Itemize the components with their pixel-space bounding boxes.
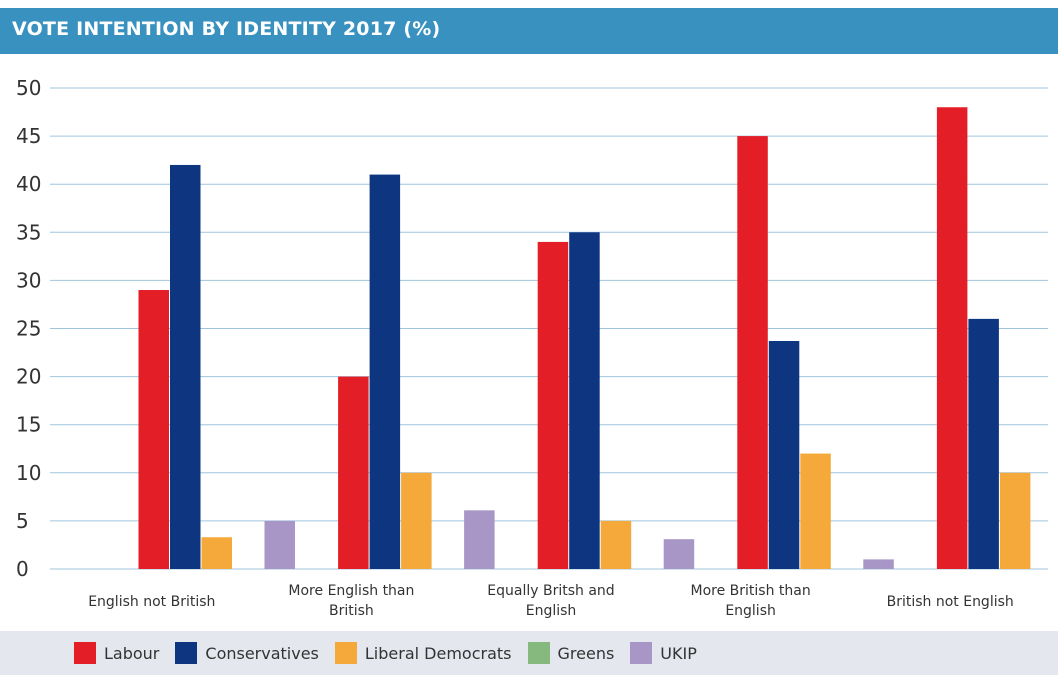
bar-labour (936, 107, 968, 570)
bar-labour (537, 241, 569, 570)
bar-ukip (464, 510, 495, 569)
bar-ukip (264, 520, 295, 569)
x-tick-label: British (329, 603, 374, 619)
x-tick-label: English not British (88, 594, 215, 610)
legend-label: Liberal Democrats (364, 643, 512, 663)
chart-legend: Labour Conservatives Liberal Democrats Gree… (74, 631, 713, 675)
x-tick-label: English (526, 603, 577, 619)
x-tick-label: More British than (690, 583, 810, 599)
bar-conservatives (369, 174, 401, 569)
bar-chart: 0 5 10 15 20 25 30 35 40 45 50 English not British M… (16, 76, 1048, 619)
bar-liberal-democrats (600, 520, 632, 569)
bar-ukip (863, 559, 894, 569)
bar-labour (737, 136, 768, 569)
y-tick-label: 50 (16, 76, 41, 100)
x-tick-label: English (725, 603, 776, 619)
bar-liberal-democrats (401, 472, 432, 569)
legend-item: UKIP (630, 642, 697, 664)
bar-conservatives (170, 164, 201, 569)
bar-conservatives (968, 318, 999, 569)
bar-liberal-democrats (201, 537, 232, 569)
y-tick-label: 5 (16, 509, 29, 533)
y-tick-label: 20 (16, 365, 41, 389)
bar-liberal-democrats (999, 472, 1031, 569)
y-tick-label: 10 (16, 461, 41, 485)
chart-header: VOTE INTENTION BY IDENTITY 2017 (%) (0, 8, 1058, 54)
y-tick-label: 35 (16, 220, 41, 244)
bar-ukip (663, 539, 695, 569)
bar-labour (338, 376, 369, 569)
legend-bar: Labour Conservatives Liberal Democrats Gree… (0, 631, 1058, 675)
legend-label: Labour (104, 643, 160, 663)
legend-label: UKIP (660, 643, 697, 663)
legend-swatch (334, 642, 357, 664)
y-tick-label: 45 (16, 124, 41, 148)
legend-swatch (74, 642, 96, 664)
bar-labour (138, 290, 169, 569)
legend-item: Liberal Democrats (334, 642, 512, 664)
legend-item: Greens (527, 642, 615, 664)
chart-title: VOTE INTENTION BY IDENTITY 2017 (%) (12, 18, 441, 40)
legend-swatch (527, 642, 550, 664)
x-tick-label: Equally Britsh and (487, 583, 614, 599)
y-tick-label: 30 (16, 268, 41, 292)
bar-liberal-democrats (800, 453, 831, 569)
legend-swatch (630, 642, 653, 664)
bar-conservatives (569, 232, 600, 570)
legend-label: Conservatives (205, 643, 319, 663)
y-tick-label: 25 (16, 317, 41, 341)
bar-conservatives (768, 341, 800, 569)
legend-item: Labour (74, 642, 159, 664)
y-tick-label: 15 (16, 413, 41, 437)
legend-item: Conservatives (175, 642, 319, 664)
x-tick-label: More English than (288, 583, 414, 599)
legend-swatch (175, 642, 198, 664)
y-tick-label: 40 (16, 172, 41, 196)
y-tick-label: 0 (16, 557, 29, 581)
x-tick-label: British not English (887, 594, 1014, 610)
legend-label: Greens (557, 643, 615, 663)
